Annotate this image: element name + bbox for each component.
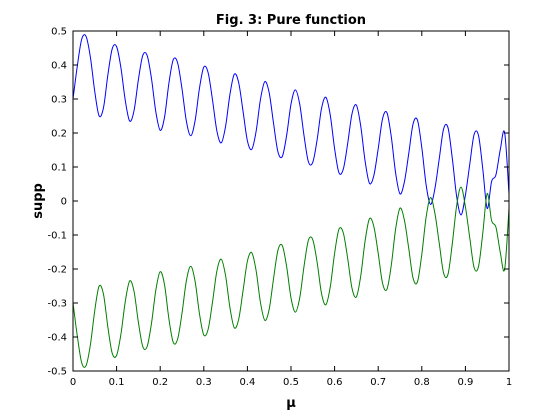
plot-area <box>73 31 509 371</box>
ticks-layer: 0 0.1 0.2 0.3 0.4 0.5 0.6 0.7 0.8 0.9 1 -0.5 -0.4 -0.… <box>47 27 512 389</box>
y-tick-label: -0.1 <box>47 231 67 242</box>
chart-title: Fig. 3: Pure function <box>216 13 366 28</box>
y-tick-label: -0.2 <box>47 265 67 276</box>
y-tick-label: -0.4 <box>47 333 67 344</box>
y-axis-label: supp <box>31 183 46 219</box>
y-tick-label: 0.4 <box>51 61 67 72</box>
y-tick-label: -0.3 <box>47 299 67 310</box>
x-tick-label: 0.6 <box>327 377 343 388</box>
x-tick-label: 0.7 <box>370 377 386 388</box>
x-tick-label: 0.9 <box>457 377 473 388</box>
y-tick-label: 0.1 <box>51 163 67 174</box>
series-layer <box>72 34 510 368</box>
x-axis-label: μ <box>286 396 296 411</box>
y-tick-label: -0.5 <box>47 367 67 378</box>
x-tick-label: 0.8 <box>414 377 430 388</box>
x-tick-label: 0.3 <box>196 377 212 388</box>
y-tick-label: 0.2 <box>51 129 67 140</box>
x-tick-label: 0.1 <box>109 377 125 388</box>
x-tick-label: 1 <box>506 377 512 388</box>
x-tick-label: 0.2 <box>152 377 168 388</box>
x-tick-label: 0 <box>70 377 76 388</box>
y-tick-label: 0 <box>61 197 67 208</box>
y-tick-label: 0.3 <box>51 95 67 106</box>
series-line-2 <box>72 186 510 368</box>
x-tick-label: 0.5 <box>283 377 299 388</box>
series-line-1 <box>72 34 510 216</box>
y-tick-label: 0.5 <box>51 27 67 38</box>
x-tick-label: 0.4 <box>239 377 255 388</box>
